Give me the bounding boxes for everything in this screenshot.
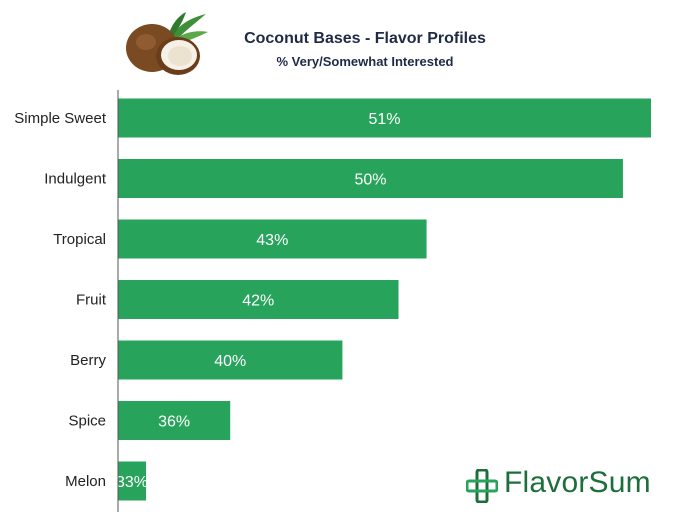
category-label: Indulgent <box>44 171 107 188</box>
bar-simple-sweet <box>118 98 651 138</box>
chart-title: Coconut Bases - Flavor Profiles <box>244 30 486 47</box>
bar-spice <box>118 401 231 440</box>
value-label: 50% <box>354 172 386 189</box>
plus-cross-icon <box>466 469 498 503</box>
category-label: Simple Sweet <box>14 110 107 127</box>
chart-header: Coconut Bases - Flavor Profiles % Very/S… <box>0 0 688 90</box>
value-label: 42% <box>242 293 274 310</box>
category-label: Fruit <box>76 292 107 309</box>
category-label: Melon <box>65 473 106 490</box>
logo-text: FlavorSum <box>504 466 651 499</box>
value-label: 40% <box>214 353 246 370</box>
value-label: 51% <box>368 111 400 128</box>
value-label: 33% <box>116 474 148 491</box>
bar-berry <box>118 340 343 380</box>
bar-fruit <box>118 280 399 319</box>
bar-melon <box>118 461 147 501</box>
value-label: 36% <box>158 414 190 431</box>
bar-indulgent <box>118 159 623 198</box>
flavorsum-logo: FlavorSum <box>466 466 681 506</box>
category-label: Berry <box>70 352 106 369</box>
category-label: Spice <box>68 413 106 430</box>
category-label: Tropical <box>53 231 106 248</box>
bar-tropical <box>118 219 427 259</box>
chart-subtitle: % Very/Somewhat Interested <box>276 54 454 69</box>
value-label: 43% <box>256 232 288 249</box>
coconut-icon <box>126 12 208 75</box>
